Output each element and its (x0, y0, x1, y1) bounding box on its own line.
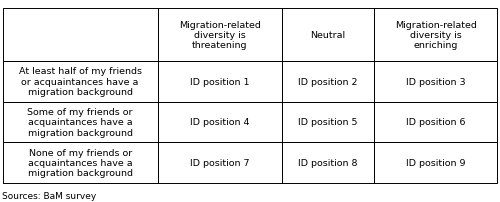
Text: ID position 5: ID position 5 (298, 118, 358, 127)
Text: ID position 4: ID position 4 (190, 118, 250, 127)
Text: Neutral: Neutral (310, 31, 345, 40)
Text: None of my friends or
acquaintances have a
migration background: None of my friends or acquaintances have… (28, 148, 132, 177)
Text: ID position 8: ID position 8 (298, 158, 358, 167)
Text: ID position 1: ID position 1 (190, 77, 250, 86)
Text: ID position 3: ID position 3 (406, 77, 466, 86)
Text: ID position 9: ID position 9 (406, 158, 466, 167)
Text: ID position 7: ID position 7 (190, 158, 250, 167)
Text: At least half of my friends
or acquaintances have a
migration background: At least half of my friends or acquainta… (18, 67, 142, 97)
Text: ID position 2: ID position 2 (298, 77, 358, 86)
Text: Migration-related
diversity is
threatening: Migration-related diversity is threateni… (179, 21, 260, 50)
Text: ID position 6: ID position 6 (406, 118, 466, 127)
Text: Migration-related
diversity is
enriching: Migration-related diversity is enriching (394, 21, 476, 50)
Text: Sources: BaM survey: Sources: BaM survey (2, 191, 97, 200)
Text: Some of my friends or
acquaintances have a
migration background: Some of my friends or acquaintances have… (28, 107, 133, 137)
